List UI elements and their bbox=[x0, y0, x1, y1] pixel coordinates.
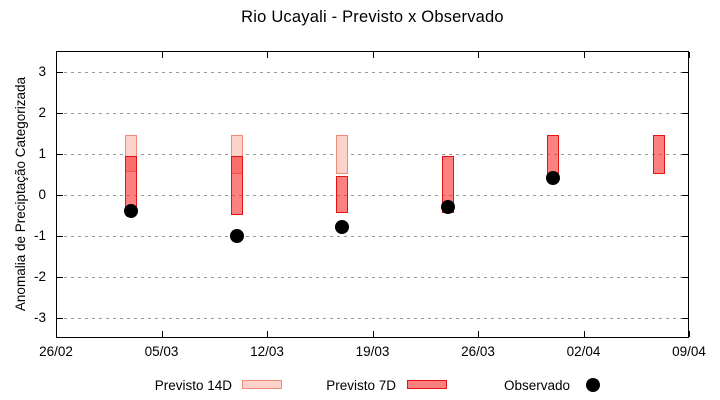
observado-dot bbox=[546, 171, 561, 186]
gridline bbox=[57, 276, 688, 278]
gridline bbox=[57, 317, 688, 319]
previsto-14d-box bbox=[336, 135, 349, 174]
y-tick-label: 0 bbox=[38, 186, 46, 202]
x-axis-tick-bottom bbox=[689, 331, 690, 337]
legend-swatch-previsto-7d bbox=[407, 380, 447, 389]
previsto-7d-box bbox=[547, 135, 560, 174]
x-tick-label: 09/04 bbox=[672, 344, 706, 359]
gridline bbox=[57, 112, 688, 114]
x-axis-tick-bottom bbox=[372, 331, 374, 337]
plot-area bbox=[56, 51, 689, 338]
x-tick-label: 26/02 bbox=[39, 344, 73, 359]
y-axis-tick-right bbox=[682, 71, 688, 73]
x-axis-tick-bottom bbox=[583, 331, 585, 337]
y-axis-tick-right bbox=[682, 276, 688, 278]
y-tick-label: 2 bbox=[38, 104, 46, 120]
legend: Previsto 14D Previsto 7D Observado bbox=[0, 374, 720, 400]
x-axis-tick-top bbox=[56, 52, 57, 58]
x-tick-label: 02/04 bbox=[566, 344, 601, 359]
y-tick-label: 3 bbox=[38, 63, 46, 79]
x-axis-tick-top bbox=[161, 52, 163, 58]
previsto-7d-box bbox=[230, 155, 243, 215]
legend-swatch-previsto-14d bbox=[242, 380, 282, 389]
y-axis-tick-left bbox=[57, 276, 63, 278]
chart-title: Rio Ucayali - Previsto x Observado bbox=[241, 8, 504, 26]
x-axis-tick-top bbox=[583, 52, 585, 58]
legend-label-previsto-14d: Previsto 14D bbox=[154, 378, 232, 393]
y-axis-tick-left bbox=[57, 194, 63, 196]
x-axis-tick-top bbox=[372, 52, 374, 58]
y-axis-tick-right bbox=[682, 153, 688, 155]
observado-dot bbox=[440, 199, 455, 214]
x-axis-tick-top bbox=[689, 52, 690, 58]
x-axis-tick-top bbox=[478, 52, 479, 58]
previsto-7d-box bbox=[652, 135, 665, 174]
x-axis-tick-bottom bbox=[161, 331, 163, 337]
x-axis-tick-top bbox=[267, 52, 268, 58]
y-axis-tick-right bbox=[682, 194, 688, 196]
y-axis-tick-left bbox=[57, 153, 63, 155]
y-axis-tick-right bbox=[682, 317, 688, 319]
x-tick-label: 19/03 bbox=[355, 344, 390, 359]
y-axis-tick-left bbox=[57, 112, 63, 114]
x-axis-tick-bottom bbox=[267, 331, 268, 337]
x-tick-label: 26/03 bbox=[461, 344, 495, 359]
y-tick-label: -2 bbox=[33, 268, 46, 284]
y-tick-label: 1 bbox=[38, 145, 46, 161]
observado-dot bbox=[229, 228, 244, 243]
observado-dot bbox=[124, 203, 139, 218]
legend-label-previsto-7d: Previsto 7D bbox=[326, 378, 396, 393]
gridline bbox=[57, 194, 688, 196]
gridline bbox=[57, 153, 688, 155]
observado-dot bbox=[335, 220, 350, 235]
y-tick-label: -3 bbox=[33, 309, 46, 325]
y-axis-tick-right bbox=[682, 235, 688, 237]
y-axis-tick-right bbox=[682, 112, 688, 114]
y-axis-tick-left bbox=[57, 317, 63, 319]
gridline bbox=[57, 71, 688, 73]
x-axis-tick-bottom bbox=[478, 331, 479, 337]
legend-marker-observado-dot bbox=[586, 378, 600, 392]
gridline bbox=[57, 235, 688, 237]
y-axis-tick-left bbox=[57, 71, 63, 73]
previsto-7d-box bbox=[336, 176, 349, 213]
legend-label-observado: Observado bbox=[503, 378, 570, 393]
x-tick-label: 12/03 bbox=[250, 344, 284, 359]
y-tick-label: -1 bbox=[33, 227, 46, 243]
x-axis-tick-bottom bbox=[56, 331, 57, 337]
y-axis-tick-left bbox=[57, 235, 63, 237]
x-tick-label: 05/03 bbox=[144, 344, 179, 359]
